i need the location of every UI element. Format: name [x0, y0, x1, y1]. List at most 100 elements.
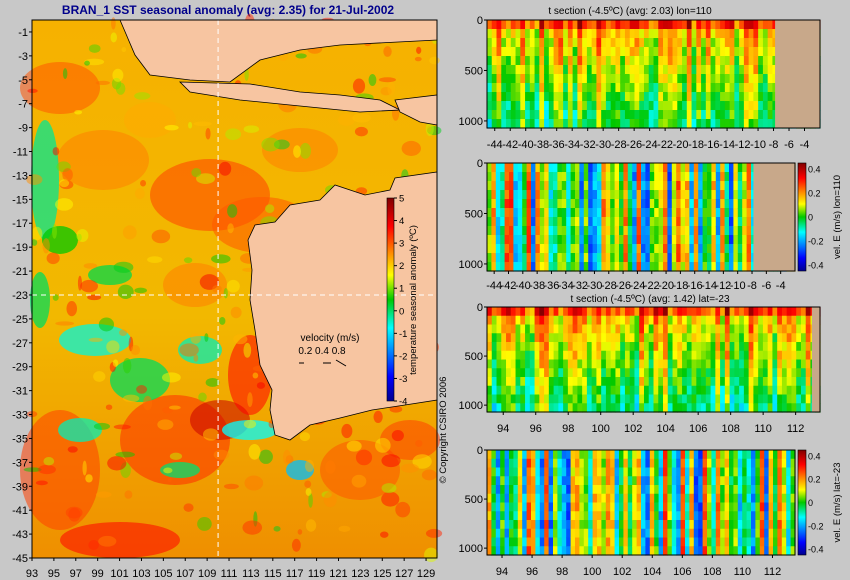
section-cell: [677, 342, 683, 352]
section-cell: [597, 485, 602, 495]
section-cell: [539, 403, 545, 413]
section-cell: [520, 315, 526, 326]
section-cell: [800, 342, 807, 352]
section-cell: [544, 56, 550, 66]
section-cell: [610, 244, 616, 254]
section-cell: [553, 226, 558, 236]
section-cell: [601, 47, 607, 57]
section-cell: [526, 217, 532, 227]
section-cell: [636, 208, 642, 218]
section-cell: [539, 208, 545, 218]
section-cell: [707, 493, 712, 504]
eddy: [112, 68, 124, 82]
section-cell: [654, 493, 660, 504]
section-cell: [615, 119, 621, 129]
section-cell: [522, 537, 528, 547]
section-cell: [772, 307, 778, 317]
section-cell: [510, 377, 517, 387]
section-cell: [715, 307, 721, 317]
section-cell: [701, 110, 707, 120]
section-cell: [610, 253, 616, 263]
section-cell: [746, 181, 752, 191]
section-cell: [748, 368, 754, 378]
section-cell: [586, 307, 593, 317]
section-cell: [610, 307, 617, 317]
eddy: [243, 342, 252, 358]
section-cell: [491, 502, 497, 512]
section-cell: [689, 520, 695, 530]
section-cell: [676, 208, 682, 218]
section-cell: [786, 359, 793, 369]
section-cell: [663, 546, 668, 556]
section-cell: [495, 511, 501, 521]
section-cell: [610, 377, 617, 387]
section-cell: [720, 493, 726, 504]
section-cell: [553, 394, 559, 404]
section-cell: [491, 403, 498, 413]
section-cell: [790, 493, 796, 504]
section-cell: [491, 199, 497, 209]
section-cell: [534, 56, 540, 66]
section-cell: [786, 467, 792, 477]
section-cell: [691, 307, 697, 317]
section-cell: [663, 92, 669, 102]
section-cell: [705, 29, 712, 39]
section-cell: [720, 502, 726, 512]
section-cell: [553, 101, 559, 111]
section-cell: [758, 92, 764, 102]
section-cell: [515, 359, 521, 369]
section-cell: [634, 92, 640, 102]
section-cell: [487, 226, 492, 236]
section-cell: [781, 493, 787, 504]
section-cell: [526, 502, 532, 512]
section-cell: [577, 74, 583, 84]
section-cell: [548, 546, 554, 556]
section-cell: [605, 359, 612, 369]
section-cell: [733, 181, 739, 191]
section-cell: [582, 110, 588, 120]
section-cell: [739, 333, 745, 343]
section-cell: [544, 528, 550, 539]
section-cell: [610, 485, 616, 495]
section-cell: [487, 537, 492, 547]
map-colorbar-tick-label: -3: [399, 374, 407, 385]
section-cell: [582, 29, 588, 39]
section-cell: [526, 262, 532, 272]
section-cell: [553, 546, 558, 556]
section-cell: [487, 368, 493, 378]
section-cell: [634, 342, 640, 352]
section-cell: [649, 520, 655, 530]
eddy: [387, 81, 396, 96]
section-cell: [615, 350, 621, 361]
section-cell: [570, 502, 576, 512]
section-cell: [786, 458, 792, 469]
section-cell: [624, 38, 631, 48]
section-cell: [639, 368, 645, 378]
section-cell: [663, 528, 668, 539]
section-cell: [615, 307, 621, 317]
section-cell: [614, 235, 620, 245]
section-y-tick-label: 0: [477, 158, 483, 170]
warm-anomaly-patch: [60, 522, 180, 558]
section-cell: [729, 546, 734, 556]
section-cell: [658, 476, 664, 486]
section-cell: [724, 307, 731, 317]
section-cell: [575, 520, 580, 530]
section-cell: [500, 244, 506, 254]
section-cell: [506, 101, 512, 111]
section-cell: [510, 350, 517, 361]
section-cell: [715, 476, 721, 486]
section-cell: [509, 172, 514, 182]
section-cell: [529, 20, 536, 30]
section-cell: [491, 467, 497, 477]
section-cell: [632, 217, 638, 227]
section-cell: [676, 226, 682, 236]
section-cell: [522, 511, 528, 521]
section-cell: [758, 110, 764, 120]
eddy: [381, 483, 397, 494]
section-cell: [751, 537, 756, 547]
section-cell: [648, 47, 655, 57]
section-cell: [500, 476, 506, 486]
section-cell: [729, 226, 734, 236]
